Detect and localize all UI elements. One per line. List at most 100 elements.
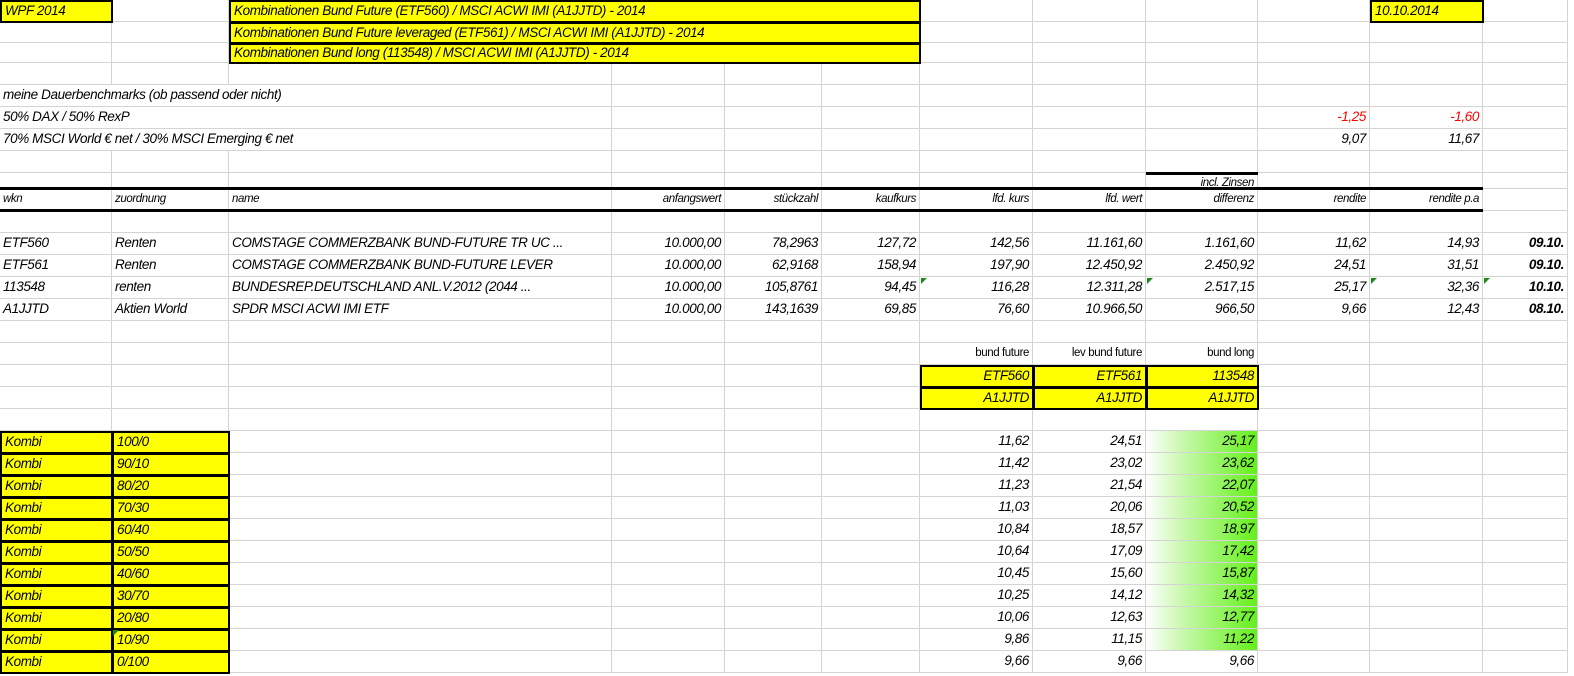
empty-cell[interactable] [1483,431,1568,453]
empty-cell[interactable] [229,365,612,387]
empty-cell[interactable] [1258,321,1370,343]
empty-cell[interactable] [1258,85,1370,107]
empty-cell[interactable] [725,651,822,673]
column-header[interactable]: name [229,189,612,211]
empty-cell[interactable] [1370,343,1483,365]
empty-cell[interactable] [725,519,822,541]
empty-cell[interactable] [1483,475,1568,497]
empty-cell[interactable] [725,409,822,431]
empty-cell[interactable] [1483,519,1568,541]
empty-cell[interactable] [1483,409,1568,431]
empty-cell[interactable] [229,409,612,431]
empty-cell[interactable] [1370,563,1483,585]
position-cell-wkn[interactable]: 113548 [0,277,112,299]
position-cell-rendite[interactable]: 25,17 [1258,277,1370,299]
empty-cell[interactable] [1370,365,1483,387]
kombi-rendite-value[interactable]: 11,62 [920,431,1033,453]
kombi-rendite-value[interactable]: 25,17 [1146,431,1258,453]
kombi-equity-wkn[interactable]: A1JJTD [1146,387,1259,410]
empty-cell[interactable] [822,541,920,563]
position-cell-lfd--kurs[interactable]: 116,28 [920,277,1033,299]
empty-cell[interactable] [1483,585,1568,607]
empty-cell[interactable] [1146,43,1258,63]
empty-cell[interactable] [0,211,112,233]
position-cell-st-ckzahl[interactable]: 78,2963 [725,233,822,255]
position-cell-differenz[interactable]: 2.450,92 [1146,255,1258,277]
empty-cell[interactable] [0,43,112,63]
empty-cell[interactable] [612,651,725,673]
position-cell-lfd--wert[interactable]: 11.161,60 [1033,233,1146,255]
kombi-ratio[interactable]: 10/90 [112,629,230,652]
empty-cell[interactable] [920,0,1033,22]
position-cell-name[interactable]: SPDR MSCI ACWI IMI ETF [229,299,612,321]
empty-cell[interactable] [822,343,920,365]
empty-cell[interactable] [612,607,725,629]
position-cell-lfd--wert[interactable]: 12.311,28 [1033,277,1146,299]
kombi-column-header[interactable]: bund future [920,343,1033,365]
kombi-rendite-value[interactable]: 9,66 [1033,651,1146,673]
empty-cell[interactable] [822,107,920,129]
benchmark-rendite-pa[interactable]: -1,60 [1370,107,1483,129]
empty-cell[interactable] [1370,321,1483,343]
empty-cell[interactable] [725,453,822,475]
empty-cell[interactable] [612,497,725,519]
empty-cell[interactable] [612,541,725,563]
sheet-title-cell[interactable]: WPF 2014 [0,0,113,23]
position-cell-lfd--wert[interactable]: 12.450,92 [1033,255,1146,277]
kombi-rendite-value[interactable]: 23,02 [1033,453,1146,475]
kombi-label[interactable]: Kombi [0,541,113,564]
empty-cell[interactable] [822,497,920,519]
empty-cell[interactable] [1483,343,1568,365]
position-cell-differenz[interactable]: 1.161,60 [1146,233,1258,255]
empty-cell[interactable] [1258,585,1370,607]
kombi-equity-wkn[interactable]: A1JJTD [1033,387,1147,410]
empty-cell[interactable] [612,85,725,107]
empty-cell[interactable] [725,63,822,85]
kombi-rendite-value[interactable]: 10,84 [920,519,1033,541]
empty-cell[interactable] [612,563,725,585]
empty-cell[interactable] [0,343,112,365]
position-cell-rendite[interactable]: 11,62 [1258,233,1370,255]
empty-cell[interactable] [822,431,920,453]
empty-cell[interactable] [725,563,822,585]
position-cell-st-ckzahl[interactable]: 143,1639 [725,299,822,321]
empty-cell[interactable] [1258,519,1370,541]
position-cell-zuordnung[interactable]: Renten [112,233,229,255]
empty-cell[interactable] [1370,211,1483,233]
empty-cell[interactable] [822,409,920,431]
combination-title-cell[interactable]: Kombinationen Bund Future leveraged (ETF… [229,22,921,44]
kombi-column-header[interactable]: lev bund future [1033,343,1146,365]
position-cell-lfd--kurs[interactable]: 197,90 [920,255,1033,277]
position-cell-lfd--kurs[interactable]: 142,56 [920,233,1033,255]
empty-cell[interactable] [1370,607,1483,629]
empty-cell[interactable] [822,563,920,585]
empty-cell[interactable] [920,129,1033,151]
column-header[interactable]: kaufkurs [822,189,920,211]
empty-cell[interactable] [725,85,822,107]
kombi-ratio[interactable]: 50/50 [112,541,230,564]
empty-cell[interactable] [612,629,725,651]
empty-cell[interactable] [612,519,725,541]
empty-cell[interactable] [1033,85,1146,107]
position-cell-rendite-p-a[interactable]: 31,51 [1370,255,1483,277]
combination-title-cell[interactable]: Kombinationen Bund long (113548) / MSCI … [229,43,921,64]
empty-cell[interactable] [1258,409,1370,431]
empty-cell[interactable] [1258,475,1370,497]
kombi-column-header[interactable]: bund long [1146,343,1258,365]
empty-cell[interactable] [920,107,1033,129]
empty-cell[interactable] [1146,129,1258,151]
kombi-rendite-value[interactable]: 20,06 [1033,497,1146,519]
empty-cell[interactable] [725,129,822,151]
empty-cell[interactable] [112,63,229,85]
position-cell-lfd--wert[interactable]: 10.966,50 [1033,299,1146,321]
empty-cell[interactable] [725,387,822,409]
empty-cell[interactable] [822,129,920,151]
empty-cell[interactable] [1483,607,1568,629]
benchmark-rendite[interactable]: 9,07 [1258,129,1370,151]
kombi-label[interactable]: Kombi [0,563,113,586]
empty-cell[interactable] [1033,22,1146,43]
empty-cell[interactable] [1146,85,1258,107]
kombi-label[interactable]: Kombi [0,585,113,608]
column-header[interactable]: anfangswert [612,189,725,211]
empty-cell[interactable] [112,365,229,387]
